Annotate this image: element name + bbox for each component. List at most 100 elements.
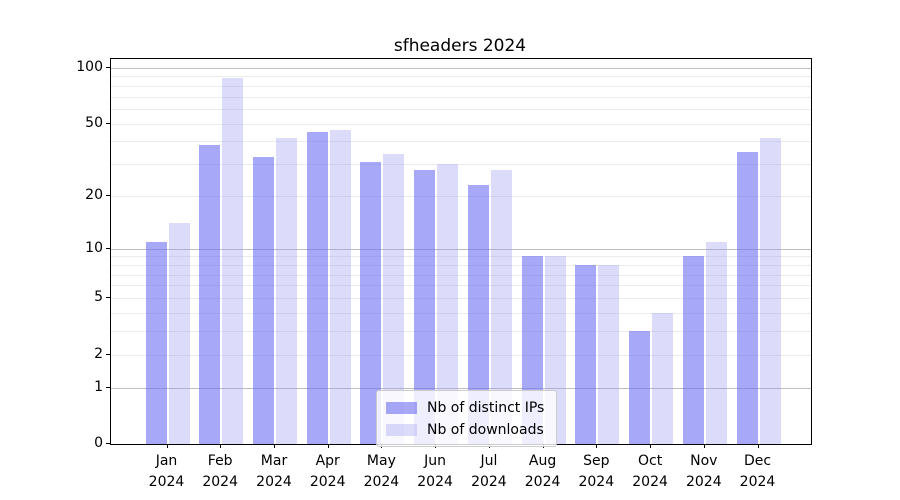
xtick-label-aug: Aug 2024 xyxy=(515,451,571,493)
xtick-year-jul: 2024 xyxy=(471,474,507,490)
chart-title: sfheaders 2024 xyxy=(393,36,527,56)
xtick-label-feb: Feb 2024 xyxy=(192,451,248,493)
ytick-label-20: 20 xyxy=(85,186,103,203)
xtick-year-feb: 2024 xyxy=(202,474,238,490)
xtick-mark-apr xyxy=(327,444,329,448)
bar-ips-nov xyxy=(682,256,704,444)
xtick-year-aug: 2024 xyxy=(524,474,561,490)
xtick-year-jun: 2024 xyxy=(417,474,453,490)
xtick-month-dec: Dec xyxy=(743,453,772,469)
ytick-label-0: 0 xyxy=(94,435,103,451)
legend-label-downloads: Nb of downloads xyxy=(427,421,544,438)
gridline-minor-40 xyxy=(111,141,811,143)
ytick-mark-0 xyxy=(106,443,110,444)
ytick-label-100: 100 xyxy=(76,58,103,75)
xtick-month-mar: Mar xyxy=(260,453,288,469)
bar-downloads-sep xyxy=(598,264,620,444)
gridline-major-1 xyxy=(111,387,811,389)
gridline-minor-7 xyxy=(111,274,811,276)
gridline-major-10 xyxy=(111,248,811,250)
legend: Nb of distinct IPs Nb of downloads xyxy=(376,390,558,447)
xtick-mark-feb xyxy=(220,444,222,448)
bar-downloads-jan xyxy=(168,223,190,444)
xtick-mark-dec xyxy=(757,444,759,448)
xtick-mark-oct xyxy=(650,444,652,448)
ytick-mark-2 xyxy=(106,353,110,355)
xtick-year-dec: 2024 xyxy=(739,474,776,490)
xtick-mark-sep xyxy=(596,444,598,448)
ytick-label-2: 2 xyxy=(94,345,103,362)
legend-item-downloads: Nb of downloads xyxy=(386,420,544,439)
xtick-year-sep: 2024 xyxy=(578,474,615,490)
legend-swatch-downloads xyxy=(386,423,417,436)
xtick-mark-mar xyxy=(274,444,275,448)
xtick-label-jan: Jan 2024 xyxy=(139,451,195,493)
xtick-label-jul: Jul 2024 xyxy=(461,451,517,493)
xtick-month-jul: Jul xyxy=(480,453,498,469)
ytick-mark-50 xyxy=(106,122,110,124)
gridline-major-100 xyxy=(111,67,811,69)
bar-downloads-jul xyxy=(490,169,512,444)
xtick-year-may: 2024 xyxy=(363,474,400,490)
bar-ips-oct xyxy=(629,331,651,444)
bar-ips-sep xyxy=(575,264,597,444)
gridline-minor-4 xyxy=(111,312,811,314)
bar-downloads-may xyxy=(383,154,405,444)
xtick-label-oct: Oct 2024 xyxy=(622,451,678,493)
gridline-minor-80 xyxy=(111,85,811,87)
ytick-label-50: 50 xyxy=(85,114,103,131)
bar-ips-dec xyxy=(736,151,758,444)
xtick-month-apr: Apr xyxy=(315,453,340,469)
ytick-label-10: 10 xyxy=(85,239,103,256)
xtick-month-jun: Jun xyxy=(424,453,447,469)
bar-downloads-nov xyxy=(705,241,727,444)
xtick-month-may: May xyxy=(366,453,396,469)
ytick-label-5: 5 xyxy=(94,289,103,305)
bar-ips-jun xyxy=(414,169,436,444)
bar-ips-jul xyxy=(467,185,489,444)
bar-downloads-jun xyxy=(437,164,459,444)
ytick-mark-20 xyxy=(106,194,110,196)
bar-downloads-dec xyxy=(759,137,781,444)
xtick-year-jan: 2024 xyxy=(148,474,185,490)
ytick-label-1: 1 xyxy=(94,378,103,395)
bar-ips-mar xyxy=(253,156,274,444)
gridline-minor-8 xyxy=(111,264,811,266)
xtick-label-mar: Mar 2024 xyxy=(246,451,302,493)
gridline-minor-50 xyxy=(111,123,811,125)
gridline-minor-5 xyxy=(111,298,811,299)
gridline-minor-6 xyxy=(111,285,811,287)
xtick-month-sep: Sep xyxy=(583,453,610,469)
ytick-mark-1 xyxy=(106,386,110,388)
xtick-month-oct: Oct xyxy=(637,453,663,469)
gridline-minor-9 xyxy=(111,256,811,258)
xtick-year-apr: 2024 xyxy=(309,474,346,490)
xtick-year-mar: 2024 xyxy=(256,474,292,490)
xtick-mark-nov xyxy=(703,444,705,448)
bar-downloads-feb xyxy=(222,78,244,444)
bar-downloads-apr xyxy=(329,130,351,444)
bar-ips-feb xyxy=(199,145,221,444)
bar-ips-apr xyxy=(306,132,328,444)
xtick-year-oct: 2024 xyxy=(632,474,668,490)
plot-area xyxy=(110,58,812,445)
xtick-label-sep: Sep 2024 xyxy=(568,451,624,493)
gridline-minor-20 xyxy=(111,195,811,197)
legend-item-distinct-ips: Nb of distinct IPs xyxy=(386,398,544,417)
xtick-month-aug: Aug xyxy=(528,453,557,469)
ytick-mark-5 xyxy=(106,297,110,298)
legend-swatch-distinct-ips xyxy=(386,401,417,414)
gridline-minor-90 xyxy=(111,76,811,78)
xtick-year-nov: 2024 xyxy=(685,474,722,490)
ytick-mark-100 xyxy=(106,66,110,68)
gridline-minor-60 xyxy=(111,109,811,110)
xtick-month-nov: Nov xyxy=(690,453,718,469)
xtick-month-feb: Feb xyxy=(207,453,233,469)
gridline-minor-30 xyxy=(111,164,811,166)
bar-ips-jan xyxy=(145,241,167,444)
xtick-label-nov: Nov 2024 xyxy=(676,451,732,493)
xtick-label-apr: Apr 2024 xyxy=(300,451,356,493)
bar-ips-may xyxy=(360,161,382,444)
xtick-label-may: May 2024 xyxy=(353,451,409,493)
